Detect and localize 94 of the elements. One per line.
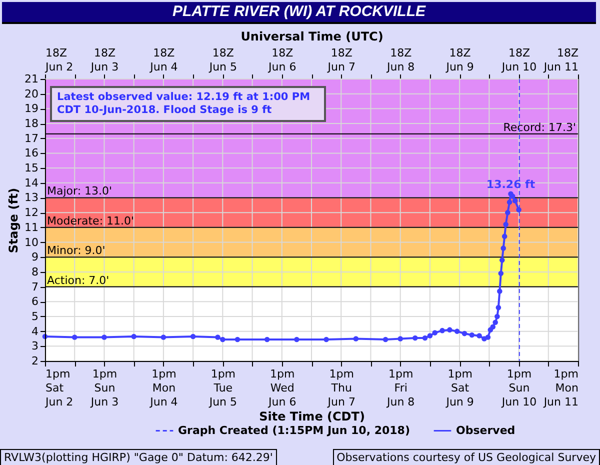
y-tick-label: 13 bbox=[24, 191, 38, 204]
point bbox=[447, 327, 452, 332]
point bbox=[476, 333, 482, 338]
x2-axis-title: Universal Time (UTC) bbox=[240, 30, 384, 44]
point bbox=[427, 333, 433, 338]
point bbox=[131, 334, 136, 340]
annotation: 13.26 ft bbox=[486, 178, 536, 191]
x-tick-label: 1pm Wed Jun 6 bbox=[268, 368, 296, 408]
y-tick-label: 9 bbox=[32, 250, 38, 264]
point bbox=[500, 246, 506, 251]
point bbox=[454, 328, 460, 334]
y-tick-label: 11 bbox=[24, 220, 38, 234]
point bbox=[485, 334, 491, 340]
point bbox=[497, 288, 502, 294]
text: RVLW3(plotting HGIRP) "Gage 0" Datum: 642.29' bbox=[0, 449, 277, 465]
chart-title: PLATTE RIVER (WI) AT ROCKVILLE bbox=[2, 2, 596, 24]
y-tick-label: 16 bbox=[24, 146, 38, 160]
y-tick-label: 2 bbox=[32, 354, 38, 368]
x-tick-label: 1pm Sat Jun 9 bbox=[445, 368, 474, 408]
y-tick-label: 8 bbox=[32, 265, 38, 278]
y-tick-label: 3 bbox=[32, 340, 38, 353]
point bbox=[505, 210, 510, 216]
x2-tick-label: 18Z Jun 9 bbox=[445, 46, 474, 74]
y-tick-label: 15 bbox=[24, 162, 38, 175]
point bbox=[422, 335, 428, 341]
x-tick-label: 1pm Sat Jun 2 bbox=[44, 368, 74, 408]
x2-tick-label: 18Z Jun 2 bbox=[44, 46, 74, 74]
y-tick-label: 17 bbox=[24, 132, 38, 145]
x-tick-label: 1pm Fri Jun 8 bbox=[386, 368, 415, 408]
x-tick-label: 1pm Tue Jun 5 bbox=[208, 368, 238, 408]
band-label: Major: 13.0' bbox=[47, 184, 112, 198]
x2-tick-label: 18Z Jun 3 bbox=[90, 46, 119, 74]
point bbox=[498, 270, 504, 276]
point bbox=[234, 336, 240, 342]
point bbox=[494, 314, 500, 320]
point bbox=[264, 336, 270, 342]
x2-tick-label: 18Z Jun 7 bbox=[326, 46, 356, 74]
point bbox=[432, 330, 438, 336]
y-tick-label: 19 bbox=[24, 102, 38, 116]
y-axis-title: Stage (ft) bbox=[6, 188, 21, 254]
annotation: Latest observed value: 12.19 ft at 1:00 PM CDT 10-Jun-2018. Flood Stage is 9 ft bbox=[50, 86, 326, 122]
y-tick-label: 21 bbox=[24, 72, 38, 86]
point bbox=[382, 336, 388, 342]
ref-line-label: Record: 17.3' bbox=[503, 120, 576, 134]
point bbox=[499, 257, 505, 263]
point bbox=[469, 332, 475, 338]
point bbox=[215, 334, 220, 340]
band-label: Moderate: 11.0' bbox=[47, 214, 134, 228]
point bbox=[102, 334, 107, 340]
point bbox=[72, 334, 78, 340]
text: Observations courtesy of US Geological Survey bbox=[332, 449, 600, 465]
point bbox=[502, 234, 508, 239]
x-tick-label: 1pm Sun Jun 10 bbox=[500, 368, 537, 408]
x2-tick-label: 18Z Jun 10 bbox=[500, 46, 537, 74]
y-tick-label: 5 bbox=[32, 310, 38, 323]
x2-tick-label: 18Z Jun 11 bbox=[542, 46, 579, 74]
point bbox=[462, 330, 468, 336]
point bbox=[294, 336, 300, 342]
band-label: Minor: 9.0' bbox=[47, 244, 106, 258]
x-tick-label: 1pm Mon Jun 11 bbox=[542, 368, 579, 408]
point bbox=[496, 304, 502, 310]
x-tick-label: 1pm Thu Jun 7 bbox=[326, 368, 356, 408]
point bbox=[160, 334, 166, 340]
point bbox=[324, 336, 329, 342]
point bbox=[398, 336, 403, 342]
x2-tick-label: 18Z Jun 4 bbox=[149, 46, 178, 74]
y-tick-label: 10 bbox=[24, 236, 38, 249]
x2-tick-label: 18Z Jun 8 bbox=[386, 46, 415, 74]
point bbox=[490, 324, 496, 330]
y-tick-label: 18 bbox=[24, 117, 38, 130]
point bbox=[503, 222, 508, 228]
point bbox=[353, 336, 359, 342]
point bbox=[412, 335, 418, 341]
point bbox=[440, 328, 445, 334]
legend-label: Observed bbox=[456, 424, 516, 437]
point bbox=[506, 200, 512, 205]
band-label: Action: 7.0' bbox=[47, 274, 110, 287]
x2-tick-label: 18Z Jun 6 bbox=[268, 46, 296, 74]
x-tick-label: 1pm Mon Jun 4 bbox=[149, 368, 178, 408]
point bbox=[220, 336, 226, 342]
legend-label: Graph Created (1:15PM Jun 10, 2018) bbox=[178, 424, 410, 437]
point bbox=[492, 320, 498, 326]
x-tick-label: 1pm Sun Jun 3 bbox=[90, 368, 119, 408]
y-tick-label: 14 bbox=[24, 176, 38, 190]
y-tick-label: 20 bbox=[24, 87, 38, 100]
y-tick-label: 12 bbox=[24, 206, 38, 220]
x2-tick-label: 18Z Jun 5 bbox=[208, 46, 238, 74]
point bbox=[516, 207, 522, 212]
x-axis-title: Site Time (CDT) bbox=[259, 410, 365, 424]
y-tick-label: 4 bbox=[32, 324, 38, 338]
point bbox=[190, 334, 196, 340]
point bbox=[512, 198, 518, 204]
y-tick-label: 6 bbox=[32, 295, 38, 308]
y-tick-label: 7 bbox=[32, 280, 38, 294]
